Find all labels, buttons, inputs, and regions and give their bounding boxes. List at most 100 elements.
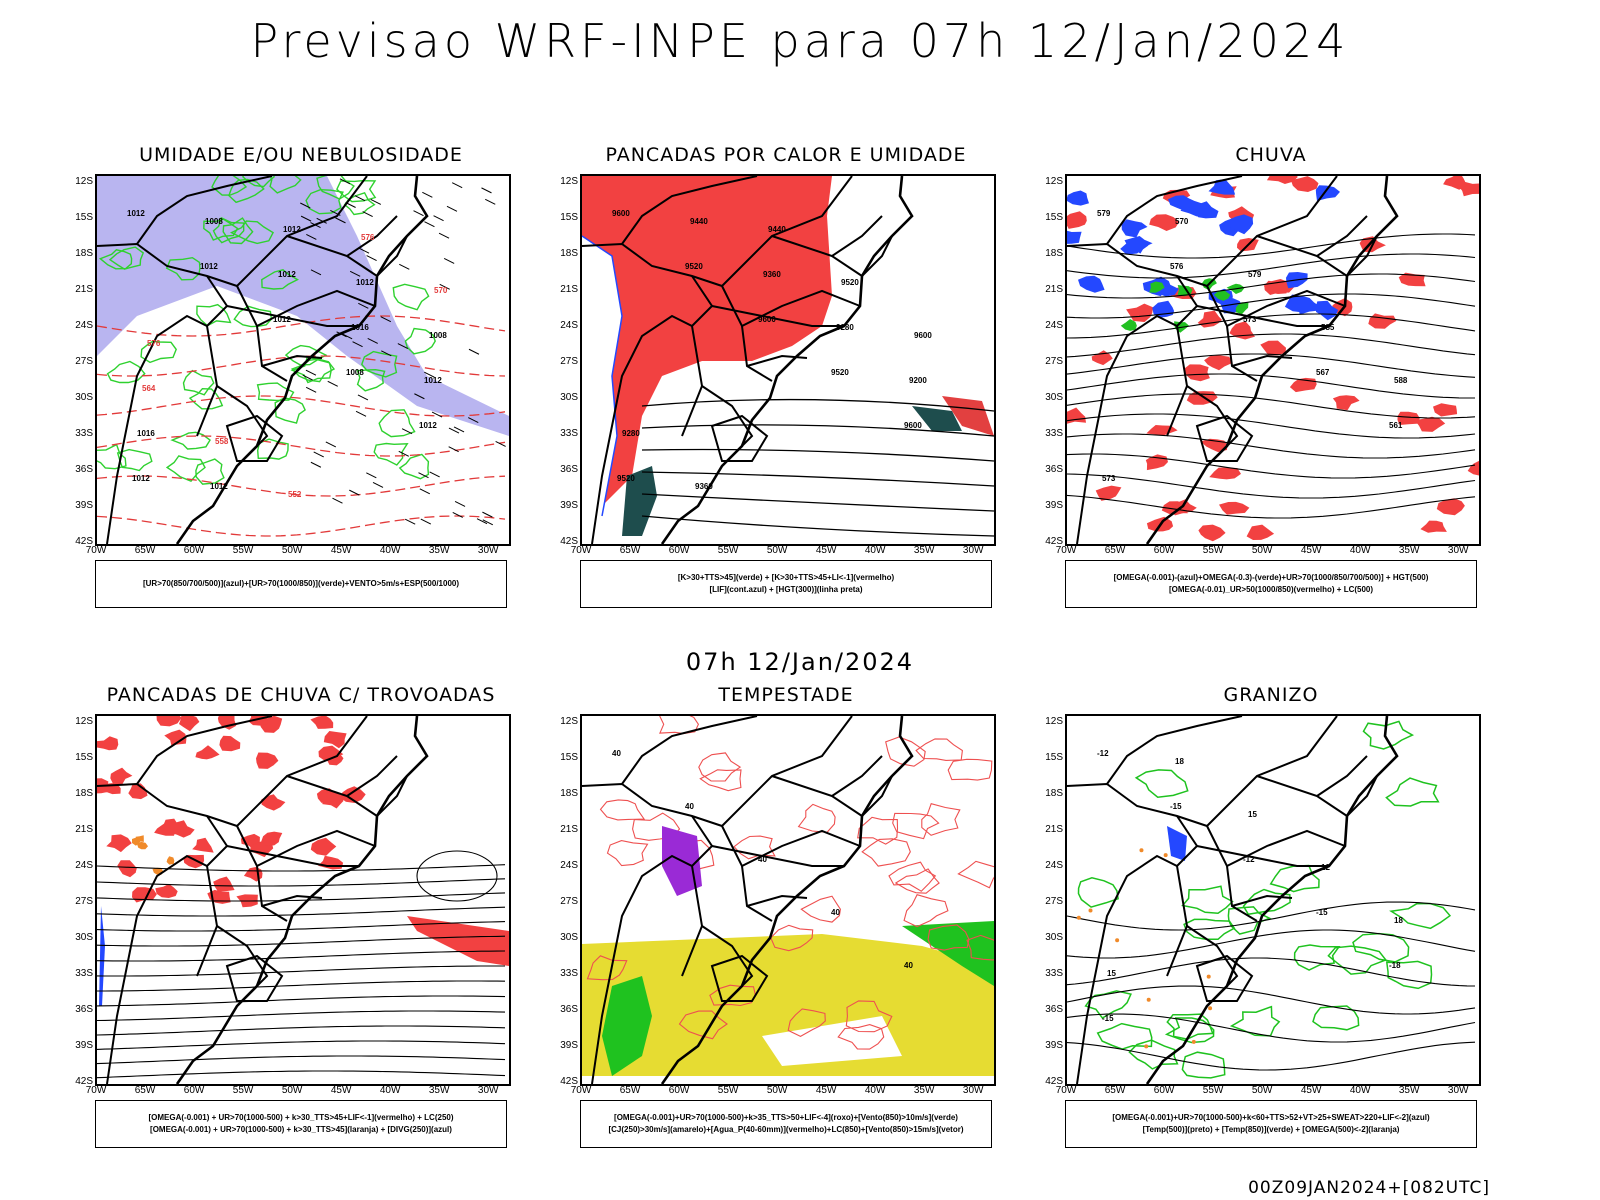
- political-border: [1231, 894, 1293, 907]
- rh-contour: [378, 409, 416, 438]
- contour-label: 576: [361, 233, 375, 242]
- political-border: [225, 414, 284, 462]
- longitude-label: 65W: [1104, 545, 1126, 556]
- latitude-label: 36S: [560, 464, 578, 475]
- contour-label: 1012: [278, 270, 296, 279]
- rain-fill: [1260, 340, 1286, 356]
- longitude-label: 70W: [85, 1085, 107, 1096]
- latitude-label: 39S: [75, 1040, 93, 1051]
- political-border: [746, 354, 808, 367]
- panel-title: TEMPESTADE: [718, 684, 854, 706]
- pw-contour: [903, 894, 949, 928]
- latitude-label: 30S: [75, 392, 93, 403]
- rh-contour: [188, 387, 224, 410]
- omega-strong-fill: [1120, 319, 1137, 331]
- temp850-contour: [1385, 777, 1440, 807]
- latitude-label: 12S: [75, 176, 93, 187]
- wind-vector: [468, 417, 479, 424]
- political-border: [376, 235, 408, 277]
- longitude-label: 60W: [668, 545, 690, 556]
- longitude-label: 45W: [330, 545, 352, 556]
- wind-vector: [358, 247, 370, 254]
- latitude-label: 39S: [75, 500, 93, 511]
- map-canvas: 9600 9520 9600 9520 9600 9520 9440 9360 9280 9200…: [582, 176, 994, 544]
- political-border: [1346, 775, 1378, 817]
- thunderstorm-fill: [164, 729, 187, 746]
- latitude-label: 30S: [560, 392, 578, 403]
- political-border: [196, 865, 219, 977]
- rh-contour: [284, 344, 328, 366]
- political-border: [681, 865, 704, 977]
- political-border: [1231, 354, 1293, 367]
- contour-label: 1012: [419, 421, 437, 430]
- contour-label: 9440: [768, 225, 786, 234]
- rain-fill: [1414, 416, 1446, 432]
- political-border: [106, 275, 229, 544]
- longitude-label: 60W: [1153, 1085, 1175, 1096]
- thickness-contour: [97, 315, 506, 337]
- pw-contour: [698, 752, 742, 782]
- pw-contour: [845, 1000, 893, 1033]
- political-border: [236, 716, 368, 827]
- streamline: [1067, 393, 1476, 419]
- rain-fill: [1289, 377, 1317, 393]
- longitude-label: 55W: [1202, 545, 1224, 556]
- wind-vector: [433, 215, 444, 222]
- panel-tempestade: TEMPESTADE 40 40 40 40 40 12S 15S 18S 21S 24S 27S 30…: [560, 684, 1030, 1154]
- rain-fill: [1368, 313, 1397, 329]
- rh-contour: [242, 176, 275, 188]
- longitude-label: 70W: [1055, 545, 1077, 556]
- longitude-label: 60W: [183, 545, 205, 556]
- orange-fill: [137, 841, 148, 850]
- map-area: -12 -15 -12 -15 -18 -15 18 15 12 18 15: [1065, 714, 1481, 1086]
- political-border: [681, 325, 704, 437]
- omega500-fill: [1139, 848, 1144, 853]
- political-border: [1316, 215, 1368, 257]
- contour-label: 570: [1175, 217, 1189, 226]
- rh-contour: [195, 458, 225, 485]
- contour-label: 552: [288, 490, 302, 499]
- rh-contour: [290, 358, 336, 383]
- streamline: [1067, 233, 1476, 259]
- rh-contour: [256, 438, 289, 460]
- political-border: [346, 755, 398, 797]
- temp850-contour: [1096, 1022, 1153, 1050]
- contour-label: 9200: [909, 376, 927, 385]
- latitude-label: 15S: [560, 752, 578, 763]
- wind-vector: [372, 481, 384, 488]
- thickness-contour: [97, 515, 506, 537]
- contour-label: 9280: [622, 429, 640, 438]
- map-canvas: 1012 1012 1012 1008 1012 1012 1008 1012 1016 1012…: [97, 176, 509, 544]
- political-border: [256, 829, 376, 867]
- rain-fill: [1197, 310, 1222, 328]
- rh-contour: [116, 448, 153, 472]
- hail-fill: [1167, 826, 1187, 861]
- pw-contour: [921, 803, 961, 836]
- streamline: [1067, 494, 1476, 519]
- wind850-fill: [902, 921, 994, 986]
- wind-vector: [454, 500, 466, 507]
- omega-fill: [1284, 294, 1313, 313]
- political-border: [236, 176, 368, 287]
- longitude-label: 55W: [717, 1085, 739, 1096]
- temp850-contour: [1362, 720, 1415, 750]
- latitude-label: 21S: [75, 824, 93, 835]
- contour-label: 9520: [617, 474, 635, 483]
- contour-label: 15: [1248, 810, 1257, 819]
- contour-label: 1012: [127, 209, 145, 218]
- wind-vector: [302, 374, 313, 381]
- map-area: 1012 1012 1012 1008 1012 1012 1008 1012 1016 1012…: [95, 174, 511, 546]
- streamline: [97, 878, 506, 887]
- latitude-label: 15S: [1045, 752, 1063, 763]
- omega-fill: [1315, 300, 1339, 321]
- omega-fill: [1168, 195, 1198, 211]
- contour-label: 567: [1316, 368, 1330, 377]
- wind-vector: [327, 380, 338, 387]
- rain-fill: [1433, 403, 1458, 417]
- wind-vector: [422, 191, 433, 198]
- wind-vector: [339, 178, 351, 185]
- political-border: [1076, 815, 1199, 1084]
- rh-contour: [211, 176, 248, 196]
- streamline: [97, 950, 506, 962]
- wind-vector: [401, 428, 413, 435]
